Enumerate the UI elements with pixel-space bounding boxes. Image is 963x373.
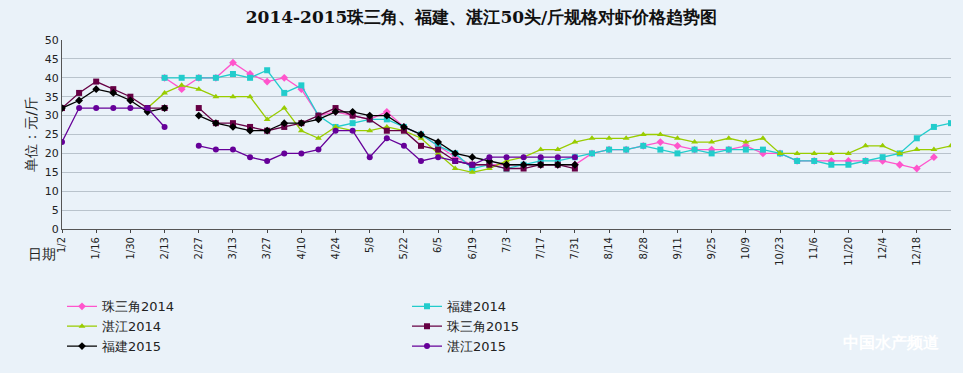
svg-text:福建2014: 福建2014 [447, 299, 506, 314]
svg-text:15: 15 [45, 166, 59, 179]
svg-text:50: 50 [45, 34, 59, 47]
svg-text:1/16: 1/16 [90, 237, 101, 259]
svg-text:10/9: 10/9 [740, 237, 751, 259]
svg-text:珠三角2014: 珠三角2014 [102, 299, 174, 314]
svg-text:8/28: 8/28 [638, 237, 649, 259]
svg-text:单位：元/斤: 单位：元/斤 [23, 97, 39, 172]
svg-text:5/22: 5/22 [398, 237, 409, 259]
svg-text:3/27: 3/27 [261, 237, 272, 259]
svg-text:25: 25 [45, 128, 59, 141]
svg-text:35: 35 [45, 91, 59, 104]
svg-text:1/2: 1/2 [56, 237, 67, 253]
svg-text:7/17: 7/17 [535, 237, 546, 259]
svg-text:3/13: 3/13 [227, 237, 238, 259]
svg-text:8/14: 8/14 [603, 237, 614, 259]
svg-text:11/20: 11/20 [843, 237, 854, 266]
svg-text:日期: 日期 [28, 246, 56, 262]
svg-text:30: 30 [45, 109, 59, 122]
svg-text:0: 0 [52, 223, 59, 236]
svg-text:6/19: 6/19 [467, 237, 478, 259]
svg-text:45: 45 [45, 53, 59, 66]
svg-text:1/30: 1/30 [125, 237, 136, 259]
svg-text:12/4: 12/4 [877, 237, 888, 259]
svg-text:2/13: 2/13 [159, 237, 170, 259]
svg-text:5/8: 5/8 [364, 237, 375, 253]
svg-text:湛江2014: 湛江2014 [102, 319, 161, 334]
svg-text:12/18: 12/18 [911, 237, 922, 266]
svg-text:11/6: 11/6 [808, 237, 819, 259]
svg-text:6/5: 6/5 [432, 237, 443, 253]
svg-text:4/10: 4/10 [296, 237, 307, 259]
svg-text:40: 40 [45, 72, 59, 85]
svg-text:5: 5 [52, 204, 59, 217]
svg-text:7/31: 7/31 [569, 237, 580, 259]
svg-text:10: 10 [45, 185, 59, 198]
svg-text:7/3: 7/3 [501, 237, 512, 253]
svg-text:9/25: 9/25 [706, 237, 717, 259]
svg-text:9/11: 9/11 [672, 237, 683, 259]
svg-text:福建2015: 福建2015 [102, 339, 161, 354]
svg-text:湛江2015: 湛江2015 [447, 339, 506, 354]
svg-text:2014-2015珠三角、福建、湛江50头/斤规格对虾价格趋: 2014-2015珠三角、福建、湛江50头/斤规格对虾价格趋势图 [246, 7, 718, 27]
svg-text:2/27: 2/27 [193, 237, 204, 259]
svg-text:珠三角2015: 珠三角2015 [447, 319, 519, 334]
svg-text:10/23: 10/23 [774, 237, 785, 266]
svg-text:4/24: 4/24 [330, 237, 341, 259]
svg-text:20: 20 [45, 147, 59, 160]
svg-text:中国水产频道: 中国水产频道 [843, 333, 940, 352]
